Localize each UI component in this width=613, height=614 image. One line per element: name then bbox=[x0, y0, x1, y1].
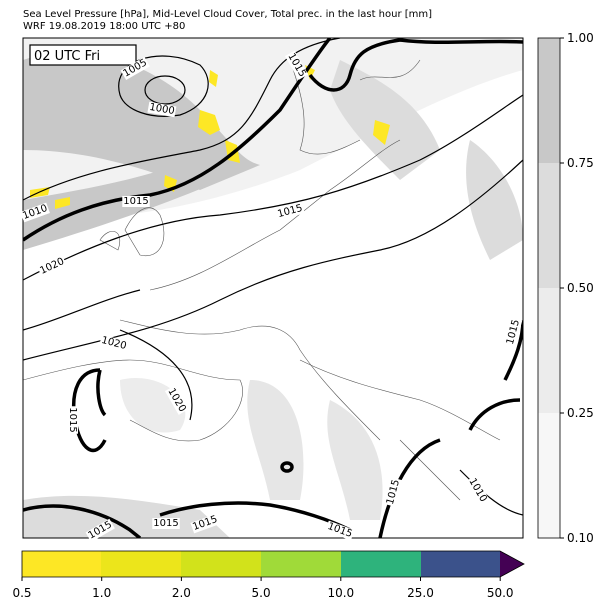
map: 02 UTC Fri bbox=[22, 37, 524, 539]
tick-label: 2.0 bbox=[172, 586, 191, 600]
contour-label-bg bbox=[384, 477, 403, 507]
contour-label-bg bbox=[275, 202, 305, 221]
contour-label-bg bbox=[284, 50, 309, 80]
contour-label: 1000 bbox=[148, 102, 175, 117]
contour-label-bg bbox=[147, 101, 177, 118]
tick-label: 0.25 bbox=[567, 406, 594, 420]
contour-label-bg bbox=[504, 317, 523, 347]
precip-colorbar bbox=[21, 550, 525, 578]
cloud-colorbar bbox=[537, 37, 561, 539]
contour-label-bg bbox=[99, 334, 129, 353]
header-line: Sea Level Pressure [hPa], Mid-Level Clou… bbox=[23, 9, 432, 20]
contour-label-bg bbox=[325, 520, 355, 541]
contour-label: 1015 bbox=[123, 196, 148, 207]
tick-label: 0.50 bbox=[567, 281, 594, 295]
contour-label-bg bbox=[67, 406, 78, 434]
tick-label: 50.0 bbox=[487, 586, 514, 600]
contour-label-bg bbox=[465, 475, 490, 505]
tick-label: 0.75 bbox=[567, 156, 594, 170]
tick-label: 5.0 bbox=[252, 586, 271, 600]
tick-label: 0.5 bbox=[12, 586, 31, 600]
tick-label: 0.10 bbox=[567, 531, 594, 545]
contour-label-bg bbox=[190, 513, 220, 534]
time-label: 02 UTC Fri bbox=[34, 49, 100, 64]
contour-label-bg bbox=[20, 202, 50, 223]
tick-label: 1.0 bbox=[92, 586, 111, 600]
contour-label: 1015 bbox=[67, 407, 78, 432]
contour-label-bg bbox=[120, 56, 150, 81]
contour-label: 1015 bbox=[153, 518, 178, 529]
contour-label-bg bbox=[122, 196, 150, 207]
contour-label-bg bbox=[85, 518, 115, 543]
contour-label-bg bbox=[37, 255, 67, 278]
contour-label-bg bbox=[164, 385, 189, 415]
tick-label: 10.0 bbox=[327, 586, 354, 600]
tick-label: 25.0 bbox=[407, 586, 434, 600]
tick-label: 1.00 bbox=[567, 31, 594, 45]
header-line: WRF 19.08.2019 18:00 UTC +80 bbox=[23, 21, 185, 32]
contour-label-bg bbox=[152, 518, 180, 529]
